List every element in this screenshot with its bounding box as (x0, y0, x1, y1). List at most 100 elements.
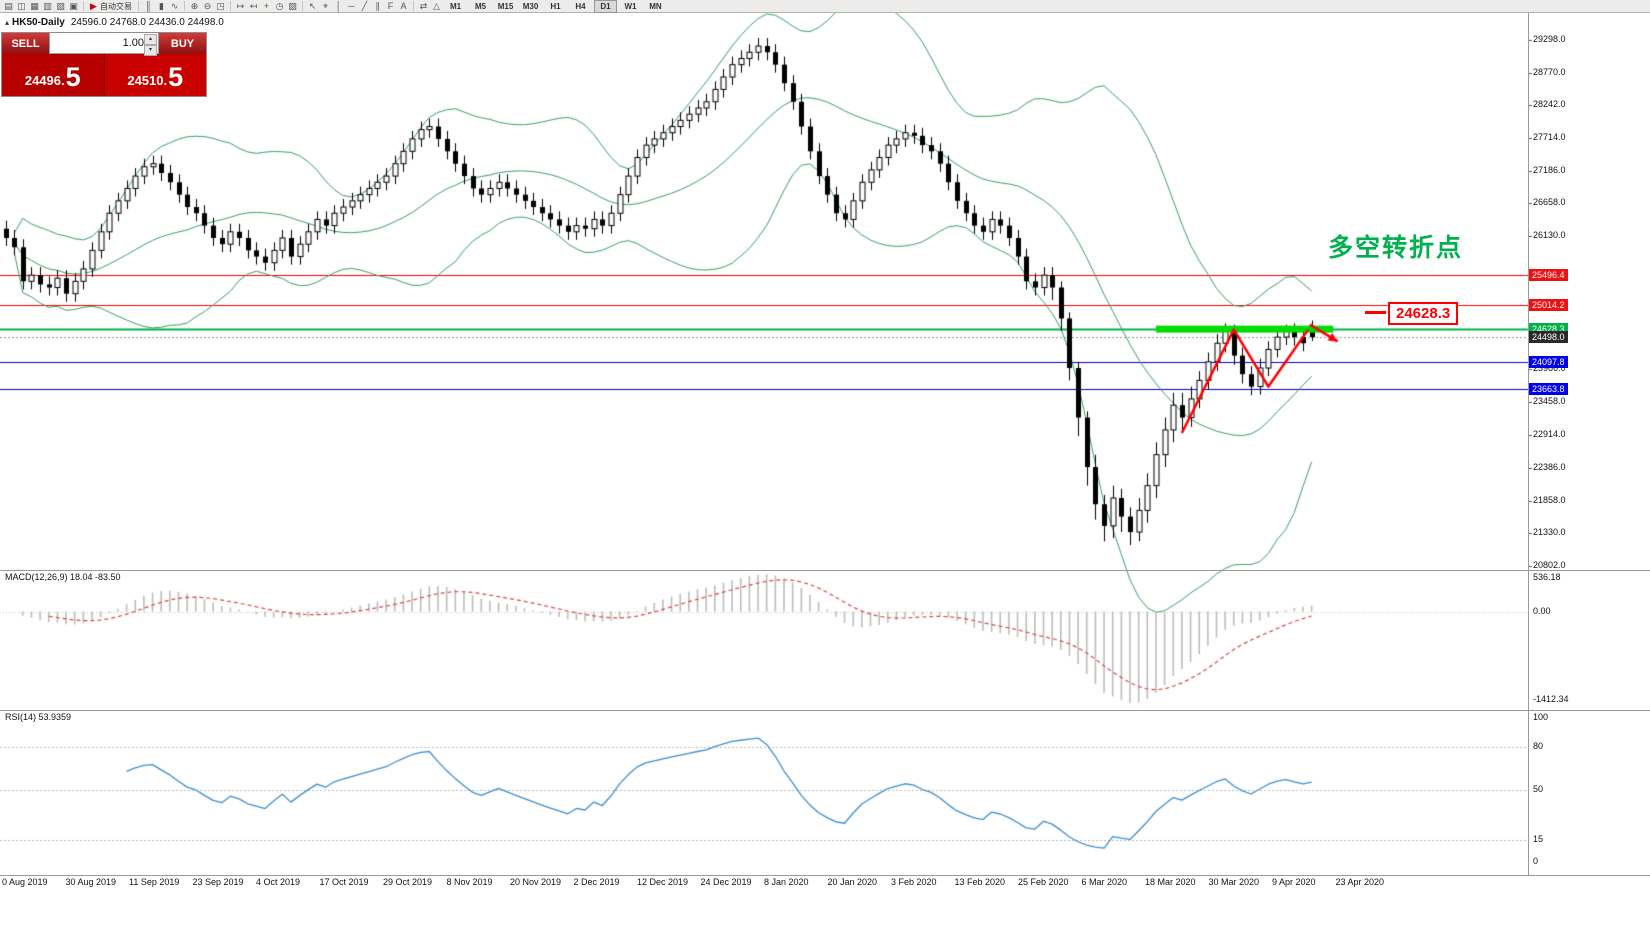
volume-increase-button[interactable]: ▴ (144, 34, 157, 45)
timeframe-h1[interactable]: H1 (550, 1, 561, 11)
templates-icon[interactable]: ▨ (288, 1, 297, 11)
timeframe-mn[interactable]: MN (649, 1, 662, 11)
timeframe-d1[interactable]: D1 (594, 0, 617, 13)
ask-price[interactable]: 24510. 5 (104, 54, 206, 96)
date-axis-label: 8 Nov 2019 (446, 877, 493, 887)
timeframe-m5[interactable]: M5 (474, 1, 487, 11)
rsi-axis-label: 50 (1533, 784, 1544, 794)
volume-spinner: ▴ ▾ (144, 34, 157, 56)
ask-main-digits: 24510. (127, 73, 168, 88)
date-axis-label: 13 Feb 2020 (954, 877, 1006, 887)
date-axis-label: 17 Oct 2019 (319, 877, 369, 887)
price-axis-tick: 28770.0 (1533, 66, 1566, 77)
pane-separator[interactable] (0, 710, 1650, 711)
price-axis-tick: 26130.0 (1533, 230, 1566, 241)
price-axis-tick: 27186.0 (1533, 164, 1566, 175)
new-chart-icon[interactable]: ▤ (4, 1, 13, 11)
timeframe-m30[interactable]: M30 (522, 1, 539, 11)
toolbar-separator (230, 1, 231, 11)
date-axis-label: 24 Dec 2019 (700, 877, 752, 887)
date-axis-label: 20 Jan 2020 (827, 877, 878, 887)
periods-icon[interactable]: ◷ (275, 1, 284, 11)
autotrade-icon-label[interactable]: 自动交易 (100, 1, 132, 11)
one-click-trading-panel: SELL 1.00 ▴ ▾ BUY 24496. 5 24510. 5 (2, 33, 206, 96)
rsi-axis-label: 0 (1533, 856, 1539, 866)
market-watch-icon[interactable]: ▦ (30, 1, 39, 11)
toolbar-separator (83, 1, 84, 11)
horizontal-line-icon[interactable]: ─ (348, 1, 355, 11)
shapes-icon[interactable]: △ (433, 1, 440, 11)
date-axis-label: 20 Nov 2019 (510, 877, 562, 887)
toolbar-separator (184, 1, 185, 11)
sell-button[interactable]: SELL (2, 33, 49, 54)
date-axis-label: 9 Apr 2020 (1272, 877, 1316, 887)
rsi-indicator-label: RSI(14) 53.9359 (5, 712, 72, 722)
text-icon[interactable]: A (400, 1, 407, 11)
autotrade-icon[interactable]: ▶ (90, 1, 97, 11)
zoom-out-icon[interactable]: ⊖ (203, 1, 212, 11)
ohlc-values: 24596.0 24768.0 24436.0 24498.0 (70, 17, 224, 28)
profiles-icon[interactable]: ◫ (17, 1, 26, 11)
bid-price[interactable]: 24496. 5 (2, 54, 105, 96)
crosshair-icon[interactable]: ⌖ (322, 1, 329, 11)
date-axis-label: 2 Dec 2019 (573, 877, 620, 887)
date-axis-label: 12 Dec 2019 (637, 877, 689, 887)
timeframe-m15[interactable]: M15 (497, 1, 514, 11)
price-axis-tag: 24498.0 (1529, 331, 1568, 344)
date-axis-label: 8 Jan 2020 (764, 877, 809, 887)
terminal-icon[interactable]: ▧ (56, 1, 65, 11)
vertical-line-icon[interactable]: │ (335, 1, 342, 11)
line-chart-icon[interactable]: ∿ (170, 1, 179, 11)
timeframe-w1[interactable]: W1 (624, 1, 637, 11)
price-axis-border (1528, 13, 1529, 875)
date-axis-label: 25 Feb 2020 (1018, 877, 1069, 887)
buy-button[interactable]: BUY (159, 33, 206, 54)
price-axis-tag: 25496.4 (1529, 269, 1568, 282)
ask-big-digit: 5 (168, 62, 184, 92)
date-axis-label: 6 Mar 2020 (1081, 877, 1128, 887)
date-axis-label: 0 Aug 2019 (2, 877, 48, 887)
zoom-in-icon[interactable]: ⊕ (190, 1, 199, 11)
timeframe-buttons: M1 M5 M15 M30 H1 H4 D1 W1 MN (443, 0, 668, 13)
price-axis-tag: 24097.8 (1529, 355, 1568, 368)
toolbar-separator (302, 1, 303, 11)
date-axis-label: 11 Sep 2019 (129, 877, 180, 887)
indicators-icon[interactable]: + (263, 1, 270, 11)
new-order-icon[interactable]: ▣ (69, 1, 78, 11)
volume-value[interactable]: 1.00 (122, 37, 144, 49)
toolbar-separator (413, 1, 414, 11)
toolbar-separator (138, 1, 139, 11)
date-axis-label: 18 Mar 2020 (1145, 877, 1196, 887)
turning-point-annotation: 多空转折点 (1328, 234, 1464, 262)
price-axis-tick: 26658.0 (1533, 197, 1566, 208)
date-axis-label: 30 Aug 2019 (65, 877, 117, 887)
cursor-icon[interactable]: ↖ (308, 1, 317, 11)
bar-chart-icon[interactable]: ║ (145, 1, 152, 11)
trendline-icon[interactable]: ╱ (361, 1, 368, 11)
arrows-icon[interactable]: ⇄ (419, 1, 428, 11)
tile-windows-icon[interactable]: ◳ (216, 1, 225, 11)
auto-scroll-icon[interactable]: ↦ (236, 1, 245, 11)
date-axis-label: 4 Oct 2019 (256, 877, 301, 887)
callout-dash (1365, 311, 1386, 314)
timeframe-h4[interactable]: H4 (575, 1, 586, 11)
candlestick-chart-icon[interactable]: ▮ (159, 1, 164, 11)
channel-icon[interactable]: ∥ (375, 1, 380, 11)
navigator-icon[interactable]: ▥ (43, 1, 52, 11)
fibonacci-icon[interactable]: F (387, 1, 394, 11)
price-axis-tick: 22914.0 (1533, 429, 1566, 440)
price-axis-tick: 23458.0 (1533, 395, 1566, 406)
pane-separator (0, 875, 1650, 876)
price-axis-tag: 23663.8 (1529, 382, 1568, 395)
volume-field[interactable]: 1.00 ▴ ▾ (49, 33, 159, 56)
chart-shift-icon[interactable]: ↤ (249, 1, 258, 11)
rsi-axis-label: 100 (1533, 712, 1549, 722)
date-axis-label: 29 Oct 2019 (383, 877, 433, 887)
timeframe-m1[interactable]: M1 (449, 1, 462, 11)
symbol-marker-icon: ▴ (5, 18, 10, 27)
macd-axis-label: 536.18 (1533, 572, 1561, 582)
volume-decrease-button[interactable]: ▾ (144, 45, 157, 56)
pane-separator[interactable] (0, 570, 1650, 571)
date-axis-label: 23 Apr 2020 (1335, 877, 1385, 887)
